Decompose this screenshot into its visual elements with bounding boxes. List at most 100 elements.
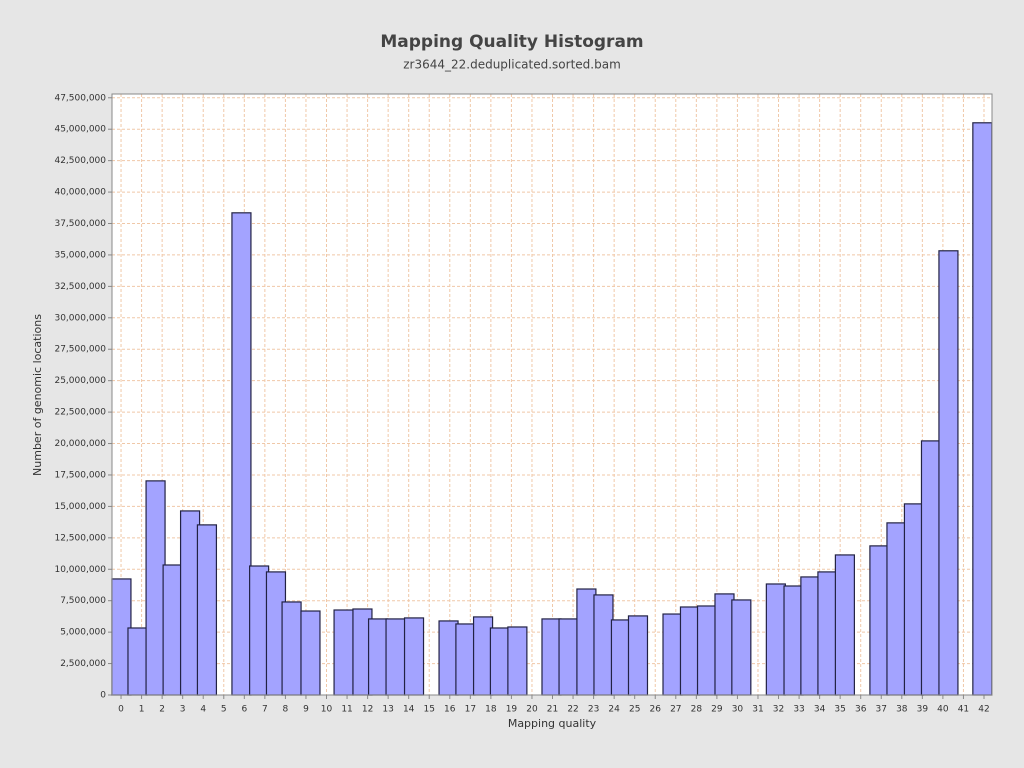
x-tick-label: 14 [403,705,415,715]
y-tick-label: 27,500,000 [54,345,106,355]
x-tick-label: 21 [547,705,558,715]
x-tick-label: 24 [608,705,620,715]
chart-subtitle: zr3644_22.deduplicated.sorted.bam [403,58,621,72]
x-tick-label: 31 [752,705,763,715]
x-tick-label: 33 [793,705,804,715]
y-tick-label: 15,000,000 [54,502,106,512]
bar [145,480,166,696]
y-tick-label: 35,000,000 [54,250,106,260]
bar [127,627,148,696]
x-tick-label: 1 [139,705,145,715]
bar [731,599,752,696]
bar [385,618,406,696]
x-tick-label: 37 [876,705,887,715]
bar [627,615,649,696]
y-tick-label: 42,500,000 [54,156,106,166]
bar [231,212,252,696]
y-tick-label: 22,500,000 [54,408,106,418]
x-tick-label: 29 [711,705,723,715]
bar [162,564,183,696]
x-tick-label: 10 [321,705,333,715]
x-tick-label: 34 [814,705,826,715]
x-tick-label: 36 [855,705,867,715]
x-tick-label: 40 [937,705,949,715]
bar [714,593,735,696]
y-tick-label: 40,000,000 [54,188,106,198]
x-tick-label: 9 [303,705,309,715]
bar [333,609,354,696]
bar [886,522,907,696]
x-tick-label: 3 [180,705,186,715]
bar [438,620,459,696]
y-tick-label: 47,500,000 [54,93,106,103]
x-tick-label: 6 [241,705,247,715]
y-tick-label: 20,000,000 [54,439,106,449]
chart-title: Mapping Quality Histogram [380,32,643,52]
y-tick-label: 37,500,000 [54,219,106,229]
x-tick-label: 17 [465,705,476,715]
x-tick-label: 35 [834,705,845,715]
bar [489,627,511,696]
x-tick-label: 15 [424,705,435,715]
bar [817,571,838,696]
y-tick-label: 7,500,000 [60,596,106,606]
bar [300,610,321,696]
bar [367,618,389,696]
bar [472,616,494,696]
x-tick-label: 5 [221,705,227,715]
bar [507,626,528,696]
bar [558,618,579,696]
bar [179,510,201,696]
x-tick-label: 11 [341,705,352,715]
x-tick-label: 4 [200,705,206,715]
y-tick-label: 12,500,000 [54,533,106,543]
x-tick-label: 8 [283,705,289,715]
bar [938,250,959,696]
bar [783,585,804,696]
x-tick-label: 42 [978,705,989,715]
bar [541,618,562,696]
y-axis-label: Number of genomic locations [31,314,44,476]
x-tick-label: 27 [670,705,681,715]
y-tick-label: 45,000,000 [54,125,106,135]
x-tick-label: 2 [159,705,165,715]
bar [455,623,476,696]
bar [610,619,632,696]
x-tick-label: 18 [485,705,497,715]
y-tick-label: 10,000,000 [54,565,106,575]
x-tick-label: 23 [588,705,599,715]
y-tick-label: 2,500,000 [60,659,106,669]
bar [834,554,855,696]
y-tick-label: 30,000,000 [54,313,106,323]
bar [576,588,597,696]
y-tick-label: 17,500,000 [54,470,106,480]
x-tick-label: 0 [118,705,124,715]
y-tick-label: 5,000,000 [60,628,106,638]
y-tick-label: 25,000,000 [54,376,106,386]
y-tick-label: 0 [100,691,106,701]
x-tick-label: 22 [567,705,578,715]
bar [403,617,425,696]
bar [696,605,718,696]
x-tick-label: 28 [691,705,703,715]
x-tick-label: 38 [896,705,908,715]
x-tick-label: 32 [773,705,784,715]
bar [920,440,942,696]
x-tick-label: 41 [958,705,969,715]
x-tick-label: 7 [262,705,268,715]
bar [800,576,821,696]
plot-border [111,93,993,696]
x-tick-label: 25 [629,705,640,715]
y-tick-label: 32,500,000 [54,282,106,292]
bar [249,565,270,696]
x-tick-label: 19 [506,705,518,715]
x-tick-label: 12 [362,705,373,715]
bar [972,122,993,696]
bar [679,606,701,696]
bar [869,545,890,696]
x-tick-label: 30 [732,705,744,715]
x-tick-label: 20 [526,705,538,715]
x-tick-label: 26 [650,705,662,715]
